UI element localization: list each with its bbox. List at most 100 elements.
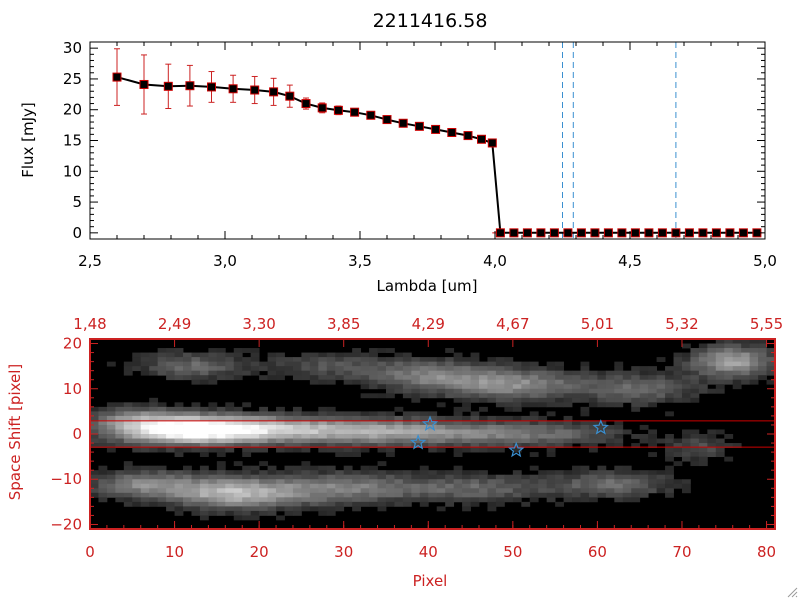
image-pixel: [183, 357, 192, 363]
image-pixel: [555, 429, 564, 435]
image-pixel: [402, 379, 412, 385]
image-pixel: [233, 415, 243, 421]
y-tick-label: 25: [63, 70, 82, 88]
image-pixel: [132, 438, 142, 444]
image-pixel: [563, 438, 573, 444]
image-pixel: [470, 443, 480, 448]
image-pixel: [140, 443, 150, 448]
image-pixel: [335, 483, 345, 489]
image-pixel: [707, 452, 717, 458]
image-pixel: [208, 411, 218, 417]
image-pixel: [360, 434, 370, 439]
image-pixel: [495, 393, 505, 399]
image-pixel: [360, 366, 370, 372]
image-pixel: [419, 357, 429, 363]
image-pixel: [250, 438, 260, 444]
image-pixel: [267, 366, 277, 372]
image-pixel: [318, 492, 328, 498]
image-pixel: [301, 497, 311, 503]
image-pixel: [445, 443, 455, 448]
image-pixel: [707, 447, 717, 453]
image-pixel: [648, 397, 658, 403]
image-pixel: [605, 424, 615, 430]
image-pixel: [681, 479, 691, 485]
image-pixel: [369, 443, 378, 448]
image-pixel: [318, 434, 328, 439]
image-pixel: [521, 474, 531, 480]
image-pixel: [360, 370, 370, 376]
image-pixel: [487, 384, 497, 390]
image-pixel: [487, 434, 497, 439]
image-pixel: [605, 443, 615, 448]
image-pixel: [284, 438, 294, 444]
image-pixel: [538, 420, 548, 426]
image-pixel: [326, 474, 336, 480]
image-pixel: [580, 492, 590, 498]
image-pixel: [453, 497, 463, 503]
image-pixel: [453, 352, 463, 358]
image-pixel: [250, 429, 260, 435]
image-pixel: [326, 424, 336, 430]
image-pixel: [656, 479, 666, 485]
image-pixel: [631, 434, 641, 439]
image-pixel: [707, 379, 717, 385]
image-top-tick-label: 4,29: [412, 315, 445, 333]
image-pixel: [453, 366, 463, 372]
image-pixel: [208, 497, 218, 503]
image-pixel: [487, 424, 497, 430]
image-pixel: [106, 420, 116, 426]
flux-point: [495, 228, 505, 238]
image-pixel: [318, 361, 328, 367]
image-pixel: [732, 366, 742, 372]
image-pixel: [377, 370, 387, 376]
image-pixel: [301, 461, 311, 467]
image-pixel: [588, 429, 598, 435]
resize-grip-icon[interactable]: [786, 586, 798, 598]
image-pixel: [352, 357, 362, 363]
image-pixel: [495, 379, 505, 385]
image-pixel: [538, 438, 548, 444]
image-pixel: [402, 411, 412, 417]
image-pixel: [385, 348, 395, 353]
image-pixel: [233, 375, 243, 381]
image-pixel: [394, 406, 404, 412]
image-pixel: [208, 348, 218, 353]
image-pixel: [715, 366, 725, 372]
image-pixel: [529, 397, 539, 403]
image-pixel: [529, 429, 539, 435]
image-pixel: [605, 479, 615, 485]
image-pixel: [149, 483, 159, 489]
image-pixel: [123, 470, 133, 476]
image-pixel: [369, 479, 378, 485]
image-pixel: [572, 492, 581, 498]
image-pixel: [673, 461, 683, 467]
image-pixel: [385, 375, 395, 381]
image-pixel: [462, 497, 471, 503]
image-pixel: [521, 483, 531, 489]
image-pixel: [216, 375, 226, 381]
x-tick-label: 3,5: [348, 252, 372, 270]
image-pixel: [453, 470, 463, 476]
image-pixel: [495, 388, 505, 394]
image-pixel: [529, 370, 539, 376]
image-pixel: [166, 366, 175, 372]
image-pixel: [681, 379, 691, 385]
image-pixel: [698, 361, 708, 367]
image-pixel: [276, 366, 285, 372]
image-pixel: [233, 434, 243, 439]
image-pixel: [318, 429, 328, 435]
image-pixel: [292, 479, 302, 485]
image-pixel: [106, 402, 116, 408]
image-pixel: [377, 434, 387, 439]
image-pixel: [309, 470, 319, 476]
image-pixel: [123, 479, 133, 485]
image-pixel: [369, 474, 378, 480]
image-pixel: [98, 465, 108, 471]
image-pixel: [174, 429, 184, 435]
image-pixel: [90, 483, 99, 489]
image-pixel: [462, 447, 471, 453]
image-pixel: [225, 429, 235, 435]
image-pixel: [98, 420, 108, 426]
image-pixel: [749, 375, 759, 381]
image-pixel: [428, 375, 438, 381]
